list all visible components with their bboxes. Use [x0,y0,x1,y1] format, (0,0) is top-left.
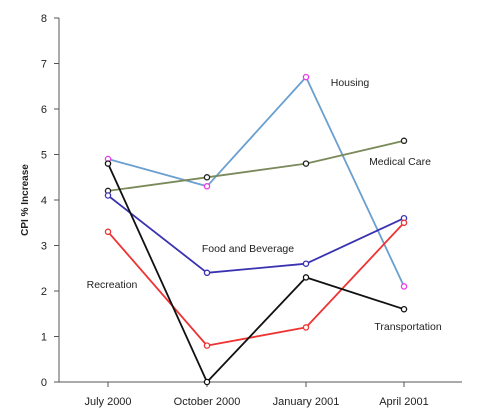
x-tick-label: October 2000 [174,396,241,408]
y-ticks: 0 1 2 3 4 5 6 7 8 [41,13,59,389]
y-axis-title: CPI % Increase [20,164,31,236]
series-housing [104,73,408,290]
y-tick-label: 8 [41,13,47,25]
series-label-transportation: Transportation [374,321,441,333]
data-point [302,73,310,81]
data-point [400,305,408,313]
data-point [203,269,211,277]
series-line [107,163,405,383]
series-transportation [104,160,408,386]
y-tick-label: 2 [41,286,47,298]
data-point [302,274,310,281]
data-point [400,219,408,227]
data-point [104,228,112,236]
y-tick-label: 1 [41,332,47,344]
data-point [203,378,211,386]
series-line [107,76,405,287]
data-point [302,324,310,331]
y-tick-label: 7 [41,59,47,71]
series-label-recreation: Recreation [87,279,138,291]
series-recreation [104,219,408,349]
y-tick-label: 3 [41,241,47,253]
y-tick-label: 5 [41,150,47,162]
y-tick-label: 4 [41,195,47,207]
data-point [104,192,112,199]
x-ticks: July 2000 October 2000 January 2001 April 2… [84,382,429,408]
data-point [302,260,310,267]
series-label-food-and-beverage: Food and Beverage [202,243,294,255]
series-food-and-beverage [104,192,408,277]
series-label-housing: Housing [331,77,370,89]
y-tick-label: 0 [41,377,47,389]
series-line [107,222,405,347]
series-medical-care [104,137,408,195]
data-point [302,160,310,167]
x-tick-label: January 2001 [273,396,340,408]
y-tick-label: 6 [41,104,47,116]
data-point [400,137,408,145]
data-point [203,342,211,349]
series-line [107,139,405,192]
series-label-medical-care: Medical Care [369,156,431,168]
data-point [203,183,211,190]
series-layer [104,73,408,386]
data-point [104,160,112,167]
x-tick-label: July 2000 [84,396,131,408]
data-point [203,174,211,181]
series-labels: Housing Medical Care Food and Beverage Recr… [87,77,442,333]
series-line [107,194,405,274]
data-point [400,283,408,290]
x-tick-label: April 2001 [379,396,429,408]
